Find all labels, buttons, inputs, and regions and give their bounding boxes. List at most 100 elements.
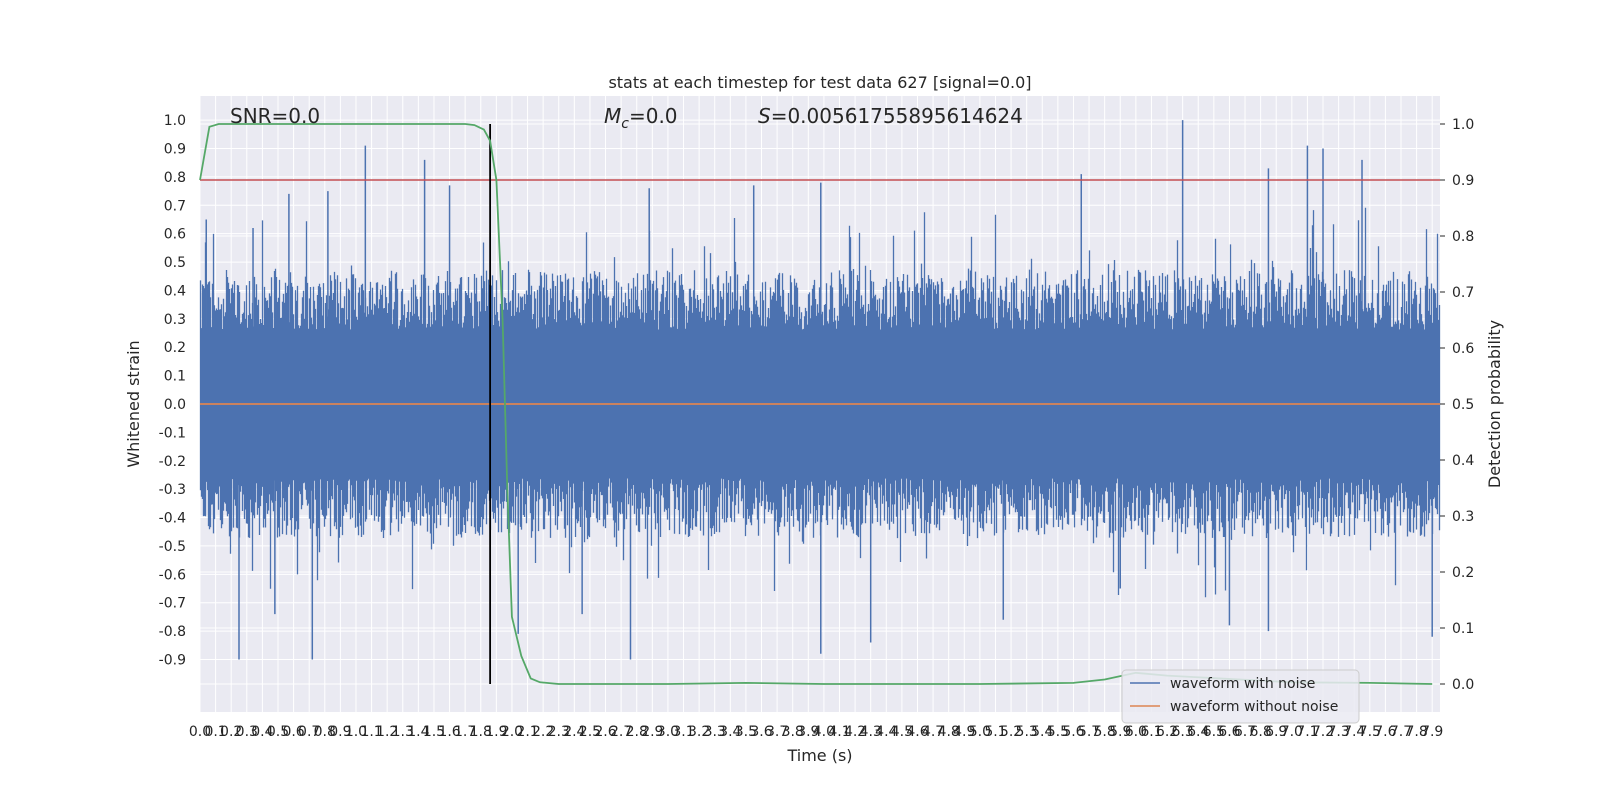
y-tick-label: -0.9	[159, 652, 186, 668]
x-tick-label: 4.2	[844, 724, 866, 740]
y-tick-label: -0.6	[159, 567, 186, 583]
x-tick-label: 4.8	[938, 724, 960, 740]
x-tick-label: 4.3	[860, 724, 882, 740]
y-tick-label: -0.3	[159, 482, 186, 498]
y-tick-label: -0.4	[159, 511, 186, 527]
x-tick-label: 1.9	[485, 724, 507, 740]
y-tick-label: 0.8	[164, 170, 186, 186]
x-tick-label: 2.0	[501, 724, 523, 740]
y-tick-label: -0.1	[159, 425, 186, 441]
legend: waveform with noise waveform without noi…	[1121, 669, 1360, 724]
right-y-tick-label: 1.0	[1452, 117, 1474, 133]
chirp-mass-value: =0.0	[629, 104, 678, 128]
x-tick-label: 3.7	[766, 724, 788, 740]
x-tick-label: 6.5	[1203, 724, 1225, 740]
y-tick-label: 0.6	[164, 227, 186, 243]
x-tick-label: 7.0	[1281, 724, 1303, 740]
x-tick-label: 5.3	[1016, 724, 1038, 740]
x-tick-label: 4.4	[875, 724, 897, 740]
legend-clean-label: waveform without noise	[1170, 699, 1338, 715]
snr-annotation: SNR=0.0	[230, 104, 320, 128]
y-tick-label: 0.9	[164, 142, 186, 158]
x-tick-label: 3.3	[704, 724, 726, 740]
x-tick-label: 0.4	[251, 724, 273, 740]
x-tick-label: 2.4	[563, 724, 585, 740]
x-tick-label: 2.9	[641, 724, 663, 740]
y-tick-label: -0.7	[159, 596, 186, 612]
x-tick-label: 2.3	[548, 724, 570, 740]
x-tick-label: 1.3	[392, 724, 414, 740]
x-tick-label: 1.0	[345, 724, 367, 740]
x-tick-label: 7.5	[1359, 724, 1381, 740]
x-tick-label: 2.6	[594, 724, 616, 740]
x-tick-label: 0.1	[204, 724, 226, 740]
x-tick-label: 2.1	[516, 724, 538, 740]
x-tick-label: 0.9	[329, 724, 351, 740]
detection-probability-line	[199, 123, 1433, 685]
x-tick-label: 7.7	[1390, 724, 1412, 740]
x-tick-label: 7.3	[1327, 724, 1349, 740]
x-tick-label: 1.2	[376, 724, 398, 740]
right-y-tick-label: 0.6	[1452, 341, 1474, 357]
x-tick-label: 3.0	[657, 724, 679, 740]
x-tick-label: 7.2	[1312, 724, 1334, 740]
x-tick-label: 1.8	[470, 724, 492, 740]
y-axis-label: Whitened strain	[124, 340, 143, 467]
x-tick-label: 1.6	[438, 724, 460, 740]
right-y-tick-label: 0.8	[1452, 229, 1474, 245]
x-tick-label: 3.4	[719, 724, 741, 740]
y-tick-labels: -0.9 -0.8 -0.7 -0.6 -0.5 -0.4 -0.3 -0.2 -0.1 0.0 0…	[159, 113, 186, 668]
right-y-tick-label: 0.7	[1452, 285, 1474, 301]
x-tick-label: 5.4	[1031, 724, 1053, 740]
x-tick-label: 7.6	[1374, 724, 1396, 740]
y-tick-label: 0.3	[164, 312, 186, 328]
x-tick-label: 6.4	[1187, 724, 1209, 740]
right-y-tick-label: 0.9	[1452, 173, 1474, 189]
x-tick-label: 5.5	[1047, 724, 1069, 740]
x-tick-label: 7.1	[1296, 724, 1318, 740]
x-tick-label: 5.6	[1062, 724, 1084, 740]
x-tick-label: 2.2	[532, 724, 554, 740]
x-axis-label: Time (s)	[786, 746, 852, 765]
y-tick-label: 0.5	[164, 255, 186, 271]
waveform-peaks	[205, 120, 1433, 660]
right-y-tick-label: 0.2	[1452, 565, 1474, 581]
x-tick-label: 1.7	[454, 724, 476, 740]
x-tick-label: 4.6	[906, 724, 928, 740]
x-tick-label: 3.1	[672, 724, 694, 740]
y-tick-label: 0.0	[164, 397, 186, 413]
y-tick-label: 0.4	[164, 283, 186, 299]
x-tick-label: 4.5	[891, 724, 913, 740]
x-tick-label: 1.1	[360, 724, 382, 740]
x-tick-label: 2.5	[579, 724, 601, 740]
y-tick-label: 0.1	[164, 369, 186, 385]
x-tick-label: 4.1	[828, 724, 850, 740]
chirp-mass-symbol: M	[604, 104, 621, 128]
x-tick-label: 0.6	[282, 724, 304, 740]
s-value: =0.00561755895614624	[771, 104, 1023, 128]
x-tick-label: 0.2	[220, 724, 242, 740]
x-tick-label: 6.6	[1218, 724, 1240, 740]
x-tick-label: 3.8	[782, 724, 804, 740]
x-tick-label: 3.6	[750, 724, 772, 740]
x-tick-label: 6.0	[1125, 724, 1147, 740]
x-tick-label: 6.3	[1172, 724, 1194, 740]
x-tick-label: 0.5	[267, 724, 289, 740]
x-tick-label: 5.8	[1094, 724, 1116, 740]
right-y-tick-label: 0.0	[1452, 677, 1474, 693]
x-tick-label: 4.0	[813, 724, 835, 740]
chirp-mass-annotation: Mc=0.0	[604, 104, 678, 132]
legend-noise-label: waveform with noise	[1170, 676, 1315, 692]
y-tick-label: -0.5	[159, 539, 186, 555]
right-y-tick-label: 0.3	[1452, 509, 1474, 525]
x-tick-label: 3.9	[797, 724, 819, 740]
x-tick-label: 6.2	[1156, 724, 1178, 740]
x-tick-label: 6.8	[1249, 724, 1271, 740]
x-tick-label: 5.1	[984, 724, 1006, 740]
x-tick-label: 0.3	[236, 724, 258, 740]
x-tick-label: 2.8	[626, 724, 648, 740]
x-tick-label: 5.9	[1109, 724, 1131, 740]
overlay-lines	[199, 123, 1440, 685]
